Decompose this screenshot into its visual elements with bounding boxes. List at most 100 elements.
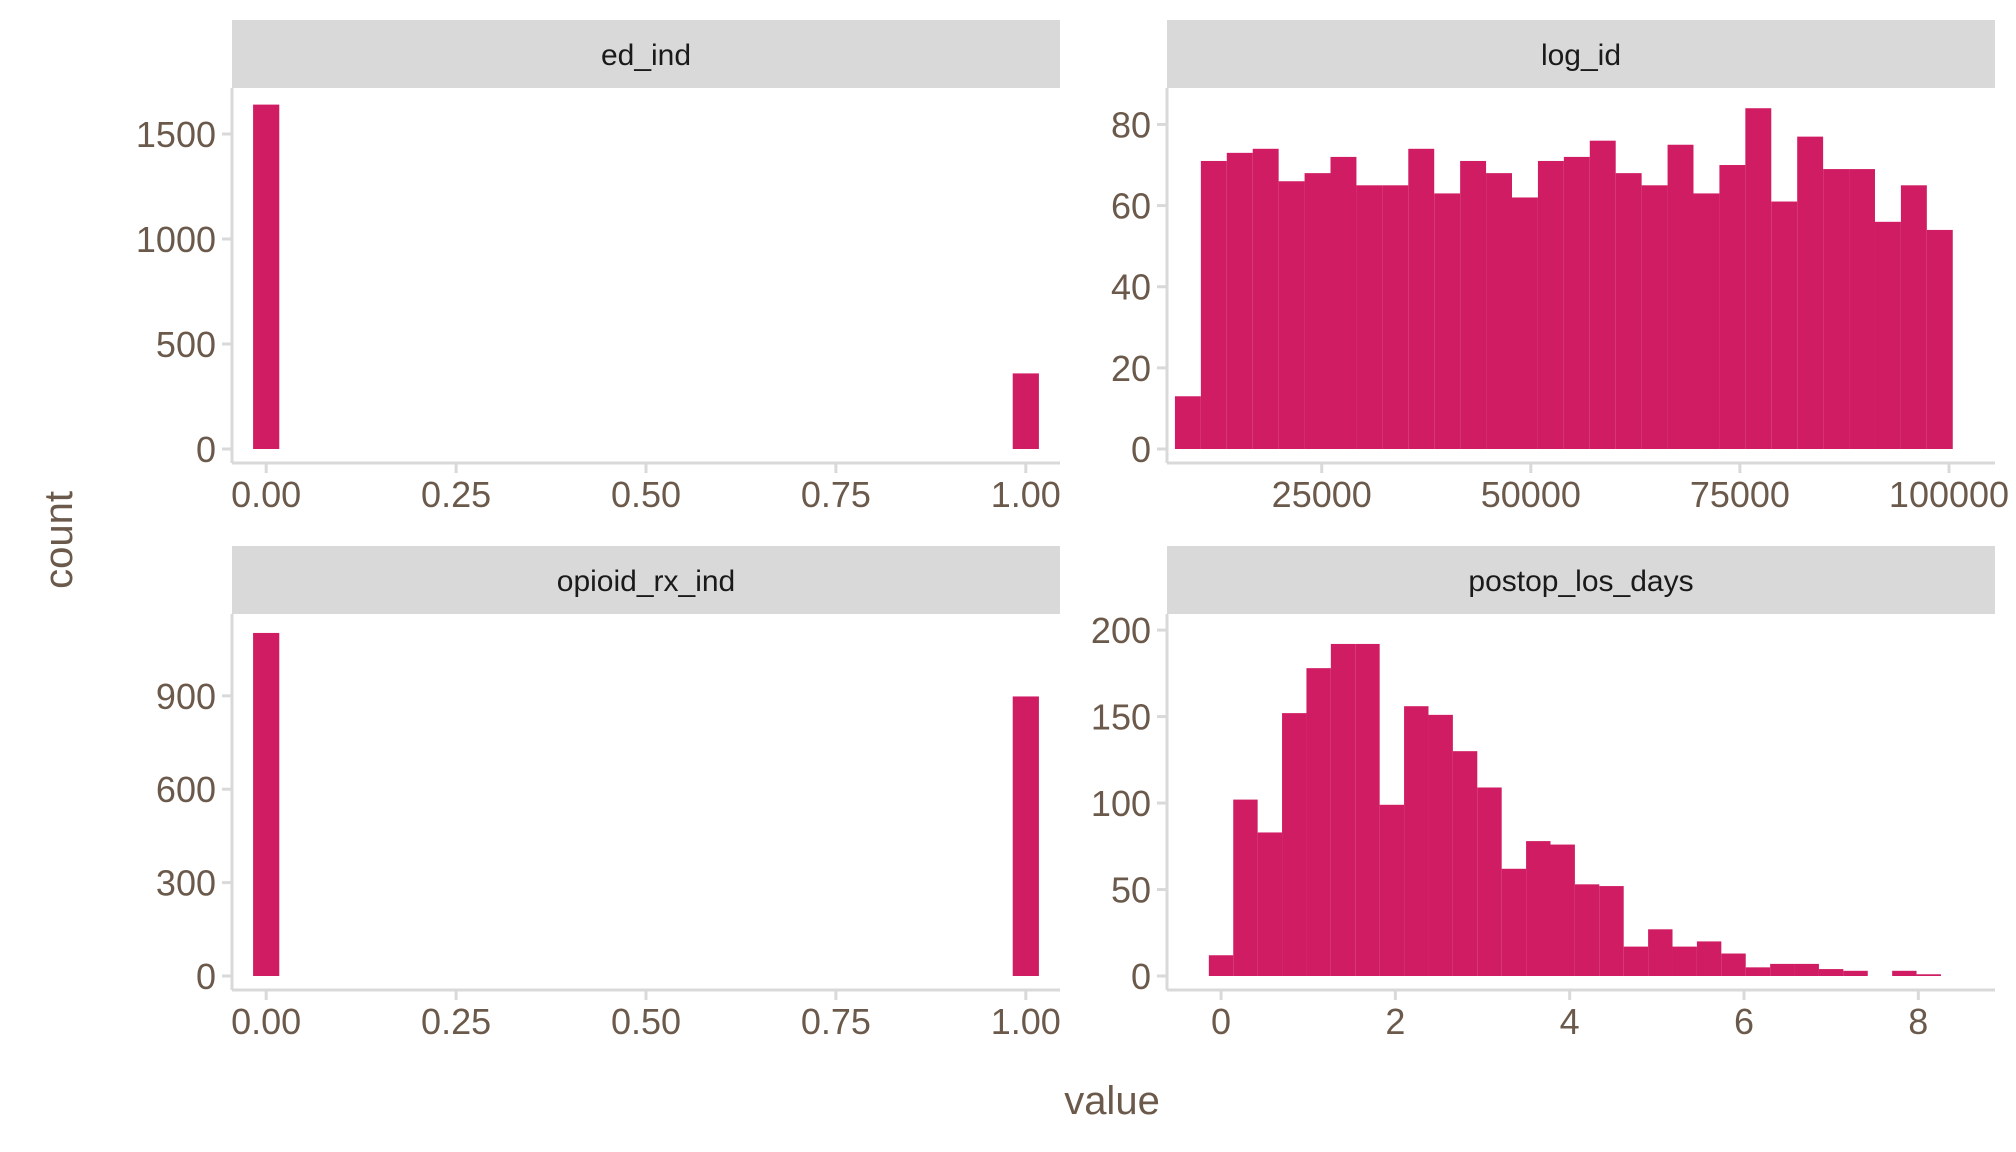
histogram-bar (1434, 193, 1461, 449)
histogram-bar (1589, 140, 1616, 449)
histogram-bar (1818, 969, 1844, 976)
x-tick-label: 0.00 (231, 474, 301, 515)
histogram-bar (1501, 868, 1527, 976)
histogram-bar (1648, 929, 1673, 976)
x-tick-label: 25000 (1272, 474, 1372, 515)
histogram-bar (1550, 844, 1575, 976)
facet-panel-opioid_rx_ind: opioid_rx_ind 0 300 600 900 0.00 0.25 0.50 0.75 1… (156, 546, 1061, 1042)
facet-panel-log_id: log_id 0 20 40 60 80 25000 50000 75000 100000 (1111, 20, 2009, 515)
x-tick-label: 0.00 (231, 1001, 301, 1042)
histogram-bar (1382, 185, 1409, 449)
histogram-bar (1452, 751, 1478, 976)
histogram-bar (1012, 696, 1039, 976)
histogram-bar (1615, 173, 1642, 450)
histogram-bar (1574, 884, 1600, 976)
histogram-bar (1900, 185, 1927, 449)
facet-panel-postop_los_days: postop_los_days 0 50 100 150 200 0 2 4 6 8 (1091, 546, 1995, 1042)
facet-strip-label: ed_ind (601, 39, 691, 72)
x-tick-label: 0.75 (801, 474, 871, 515)
histogram-bar (1460, 160, 1487, 449)
histogram-bar (1174, 396, 1201, 449)
y-tick-label: 0 (1131, 956, 1151, 997)
facet-strip (1167, 20, 1995, 88)
histogram-bar (253, 632, 280, 976)
histogram-bar (1257, 832, 1283, 976)
histogram-bars (1174, 108, 1953, 450)
x-tick-label: 1.00 (991, 474, 1061, 515)
facet-strip-label: opioid_rx_ind (557, 565, 735, 598)
histogram-bar (1745, 108, 1772, 450)
histogram-bar (1926, 229, 1953, 449)
y-tick-label: 600 (156, 769, 216, 810)
histogram-bar (1304, 173, 1331, 450)
histogram-bar (1208, 955, 1234, 976)
facet-strip (232, 546, 1060, 614)
histogram-bar (1379, 804, 1405, 976)
x-tick-label: 8 (1908, 1001, 1928, 1042)
x-axis-title: value (1064, 1079, 1160, 1123)
histogram-bar (1667, 144, 1694, 449)
histogram-bar (1599, 886, 1624, 976)
histogram-bar (1623, 946, 1649, 976)
facet-strip-label: log_id (1541, 39, 1621, 72)
y-axis-title: count (37, 491, 81, 589)
histogram-bar (1537, 160, 1564, 449)
histogram-bar (1012, 373, 1039, 449)
histogram-bar (1693, 193, 1720, 449)
histogram-bar (1404, 706, 1429, 976)
x-tick-label: 0 (1211, 1001, 1231, 1042)
histogram-bars (1208, 643, 1941, 976)
histogram-bar (1278, 181, 1305, 449)
histogram-bars (253, 632, 1039, 976)
x-tick-label: 0.50 (611, 474, 681, 515)
histogram-bar (1512, 197, 1538, 449)
histogram-bar (1355, 643, 1380, 976)
histogram-bar (1486, 173, 1512, 450)
histogram-bar (1916, 974, 1941, 976)
y-tick-label: 0 (196, 956, 216, 997)
histogram-bar (1719, 165, 1746, 450)
y-tick-label: 100 (1091, 783, 1151, 824)
histogram-bar (1641, 185, 1668, 449)
histogram-bar (1477, 787, 1502, 976)
histogram-bar (1823, 169, 1850, 450)
facet-strip-label: postop_los_days (1468, 565, 1693, 598)
histogram-bar (1306, 668, 1331, 976)
y-tick-label: 150 (1091, 697, 1151, 738)
histogram-bar (1233, 799, 1258, 976)
histogram-bar (1696, 941, 1722, 976)
histogram-bar (1721, 953, 1746, 976)
y-tick-label: 0 (196, 429, 216, 470)
x-tick-label: 0.25 (421, 474, 491, 515)
facet-strip (232, 20, 1060, 88)
histogram-bar (1672, 946, 1697, 976)
y-tick-label: 50 (1111, 870, 1151, 911)
y-tick-label: 300 (156, 863, 216, 904)
histogram-bar (1770, 963, 1795, 976)
x-tick-label: 100000 (1889, 474, 2009, 515)
histogram-bar (1843, 970, 1868, 976)
y-tick-label: 1000 (136, 219, 216, 260)
x-tick-label: 1.00 (991, 1001, 1061, 1042)
x-tick-label: 50000 (1481, 474, 1581, 515)
histogram-bar (1330, 643, 1356, 976)
facet-panel-ed_ind: ed_ind 0 500 1000 1500 0.00 0.25 0.50 0.75 1.00 (136, 20, 1061, 515)
histogram-bar (1526, 841, 1551, 976)
x-tick-label: 0.25 (421, 1001, 491, 1042)
y-tick-label: 20 (1111, 348, 1151, 389)
histogram-bar (1330, 156, 1357, 449)
x-tick-label: 6 (1734, 1001, 1754, 1042)
histogram-bar (1200, 160, 1227, 449)
y-tick-label: 0 (1131, 429, 1151, 470)
y-tick-label: 40 (1111, 267, 1151, 308)
histogram-bars (253, 104, 1039, 449)
histogram-bar (1771, 201, 1798, 449)
y-tick-label: 900 (156, 676, 216, 717)
x-tick-label: 2 (1385, 1001, 1405, 1042)
histogram-bar (1226, 152, 1253, 449)
y-tick-label: 500 (156, 324, 216, 365)
histogram-bar (1849, 169, 1875, 450)
histogram-bar (1252, 148, 1279, 449)
